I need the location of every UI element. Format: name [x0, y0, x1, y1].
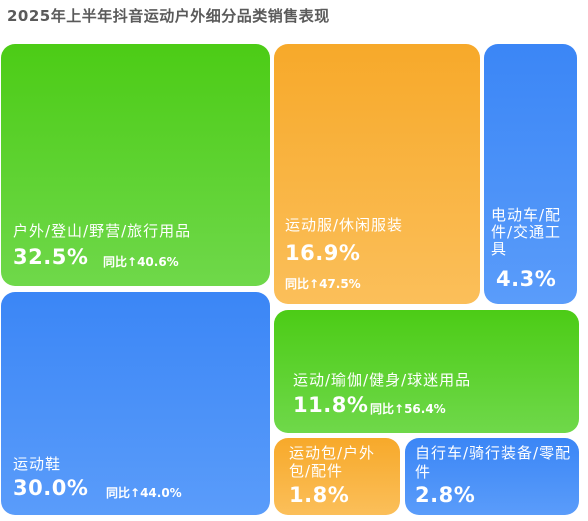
chart-title: 2025年上半年抖音运动户外细分品类销售表现	[7, 7, 330, 25]
tile-label: 自行车/骑行装备/零配件	[415, 444, 572, 481]
yoy-prefix: 同比↑	[103, 255, 138, 269]
yoy-prefix: 同比↑	[370, 402, 405, 416]
yoy-value: 47.5%	[319, 277, 361, 291]
treemap-tile-fitness: 运动/瑜伽/健身/球迷用品 11.8% 同比↑56.4%	[274, 310, 579, 433]
treemap-tile-bicycle: 自行车/骑行装备/零配件 2.8%	[405, 438, 579, 515]
yoy-prefix: 同比↑	[106, 486, 141, 500]
tile-share: 2.8%	[415, 483, 476, 507]
tile-share: 30.0%	[13, 476, 89, 500]
tile-share: 16.9%	[285, 241, 361, 265]
tile-share: 11.8%	[293, 393, 369, 417]
tile-label: 运动/瑜伽/健身/球迷用品	[293, 371, 472, 389]
tile-share: 32.5%	[13, 245, 89, 269]
tile-label: 运动鞋	[13, 455, 62, 473]
tile-share: 1.8%	[289, 483, 350, 507]
tile-label: 运动包/户外包/配件	[289, 444, 376, 480]
tile-yoy: 同比↑47.5%	[285, 275, 361, 292]
treemap-tile-sports-bags: 运动包/户外包/配件 1.8%	[274, 438, 400, 515]
yoy-prefix: 同比↑	[285, 277, 320, 291]
yoy-value: 44.0%	[140, 486, 182, 500]
tile-label: 户外/登山/野营/旅行用品	[13, 222, 192, 240]
treemap-tile-e-vehicle: 电动车/配件/交通工具 4.3%	[484, 44, 577, 304]
tile-yoy: 同比↑40.6%	[103, 253, 179, 270]
treemap-tile-sportswear: 运动服/休闲服装 16.9% 同比↑47.5%	[274, 44, 480, 304]
tile-share: 4.3%	[496, 267, 557, 291]
tile-yoy: 同比↑44.0%	[106, 484, 182, 501]
yoy-value: 40.6%	[137, 255, 179, 269]
treemap-tile-outdoor: 户外/登山/野营/旅行用品 32.5% 同比↑40.6%	[1, 44, 270, 286]
treemap-tile-sports-shoes: 运动鞋 30.0% 同比↑44.0%	[1, 292, 270, 515]
yoy-value: 56.4%	[404, 402, 446, 416]
tile-yoy: 同比↑56.4%	[370, 400, 446, 417]
tile-label: 运动服/休闲服装	[285, 216, 404, 234]
tile-label: 电动车/配件/交通工具	[491, 206, 562, 258]
